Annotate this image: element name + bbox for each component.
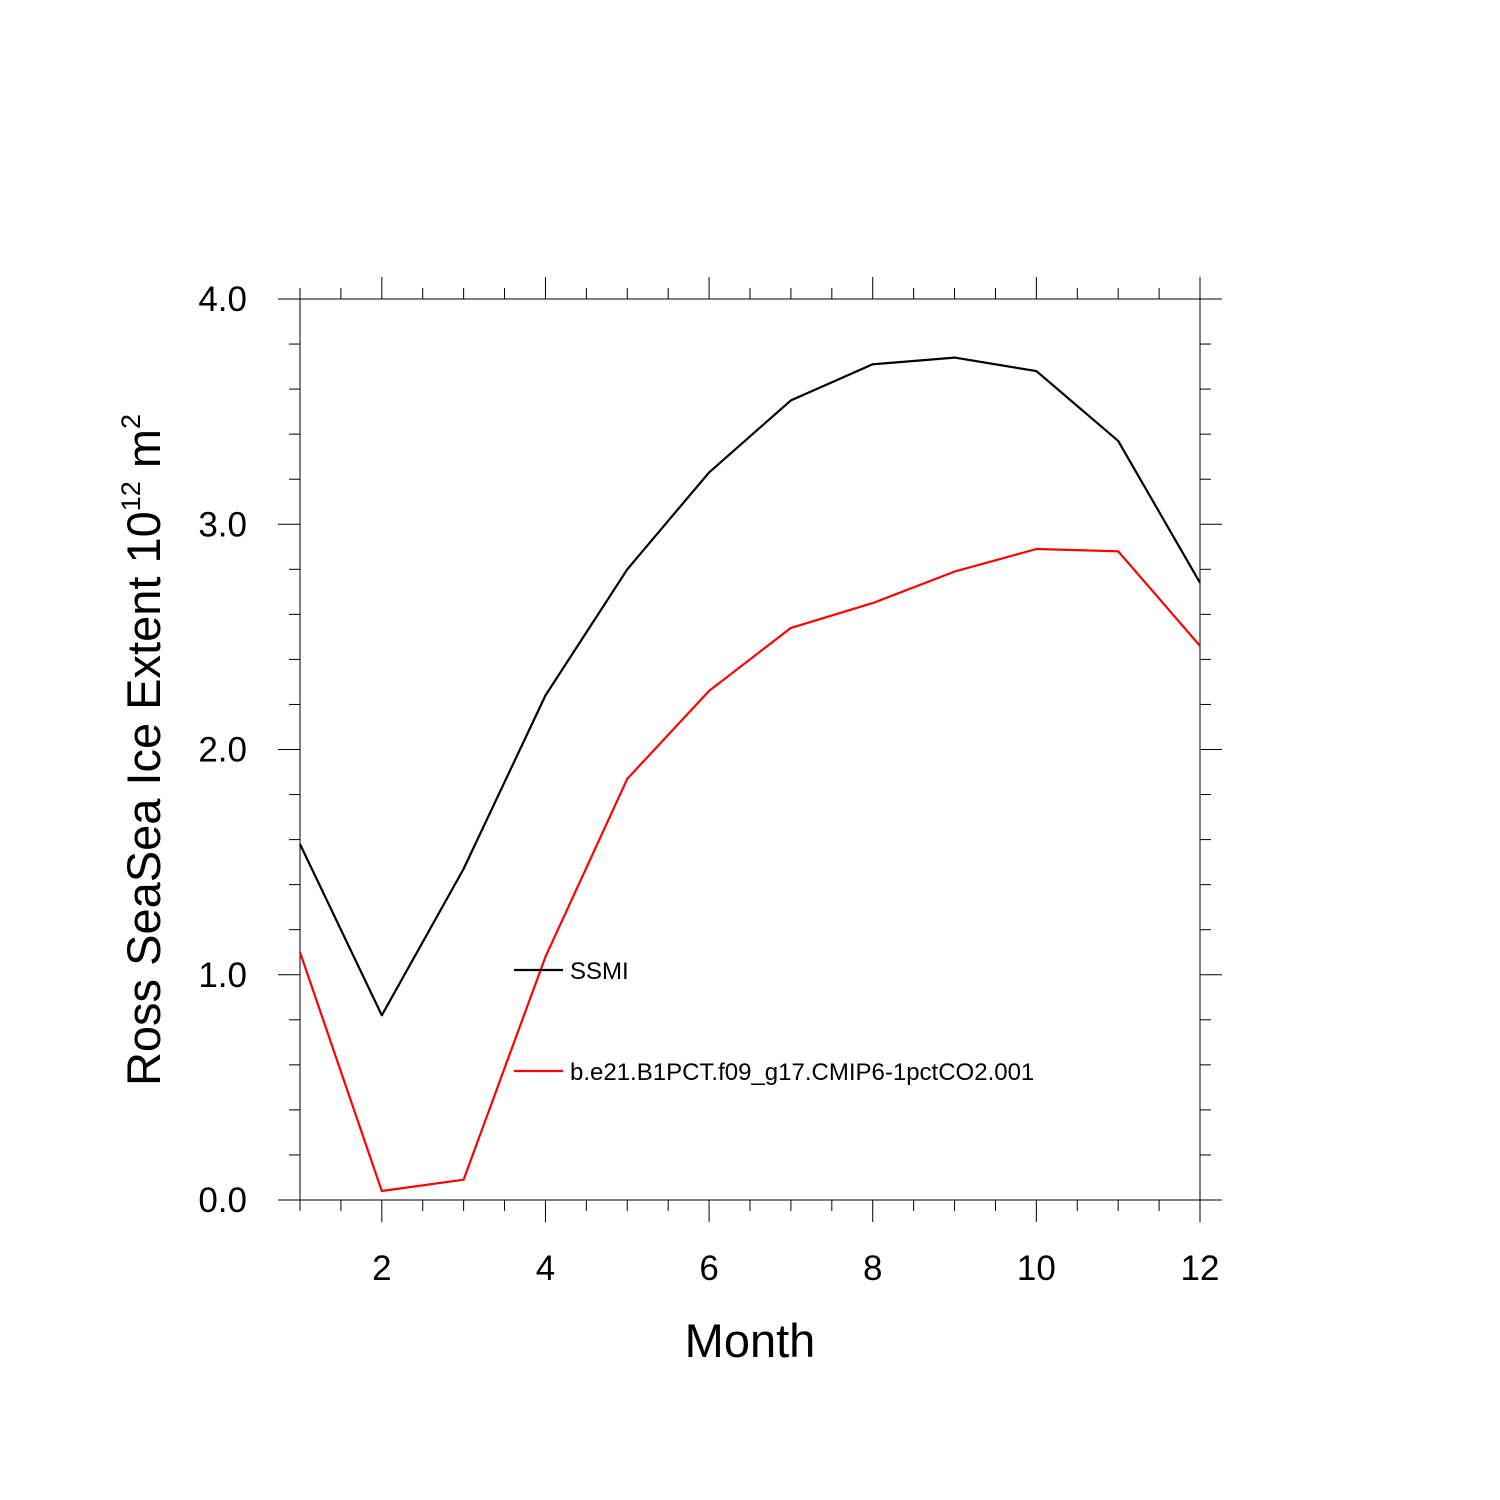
y-tick-label: 1.0 bbox=[198, 956, 247, 995]
y-tick-label: 4.0 bbox=[198, 280, 247, 319]
legend-label: b.e21.B1PCT.f09_g17.CMIP6-1pctCO2.001 bbox=[570, 1059, 1034, 1086]
legend: SSMI b.e21.B1PCT.f09_g17.CMIP6-1pctCO2.00… bbox=[514, 958, 1034, 1086]
y-axis-title-exponent: 12 bbox=[116, 481, 146, 511]
x-axis-title: Month bbox=[685, 1314, 816, 1367]
y-axis-title-main: Ross SeaSea Ice Extent 10 bbox=[117, 511, 170, 1086]
x-tick-label: 6 bbox=[699, 1249, 718, 1288]
y-axis-title-unit: m bbox=[117, 429, 170, 481]
series-line-model bbox=[298, 547, 1201, 1193]
x-tick-label: 2 bbox=[372, 1249, 391, 1288]
series-line-ssmi bbox=[299, 356, 1201, 1017]
legend-label: SSMI bbox=[570, 958, 629, 985]
y-tick-label: 2.0 bbox=[198, 731, 247, 770]
x-tick-label: 12 bbox=[1181, 1249, 1220, 1288]
y-axis-title-unit-exponent: 2 bbox=[116, 414, 146, 429]
axis-ticks bbox=[278, 277, 1222, 1222]
x-tick-label: 10 bbox=[1017, 1249, 1056, 1288]
y-tick-label: 3.0 bbox=[198, 505, 247, 544]
data-series bbox=[298, 356, 1201, 1193]
y-tick-label: 0.0 bbox=[198, 1181, 247, 1220]
tick-labels: 2 4 6 8 10 12 0.0 1.0 2.0 3.0 4.0 bbox=[198, 280, 1219, 1288]
x-tick-label: 8 bbox=[863, 1249, 882, 1288]
x-tick-label: 4 bbox=[536, 1249, 555, 1288]
y-axis-title: Ross SeaSea Ice Extent 1012 m2 bbox=[116, 414, 170, 1086]
